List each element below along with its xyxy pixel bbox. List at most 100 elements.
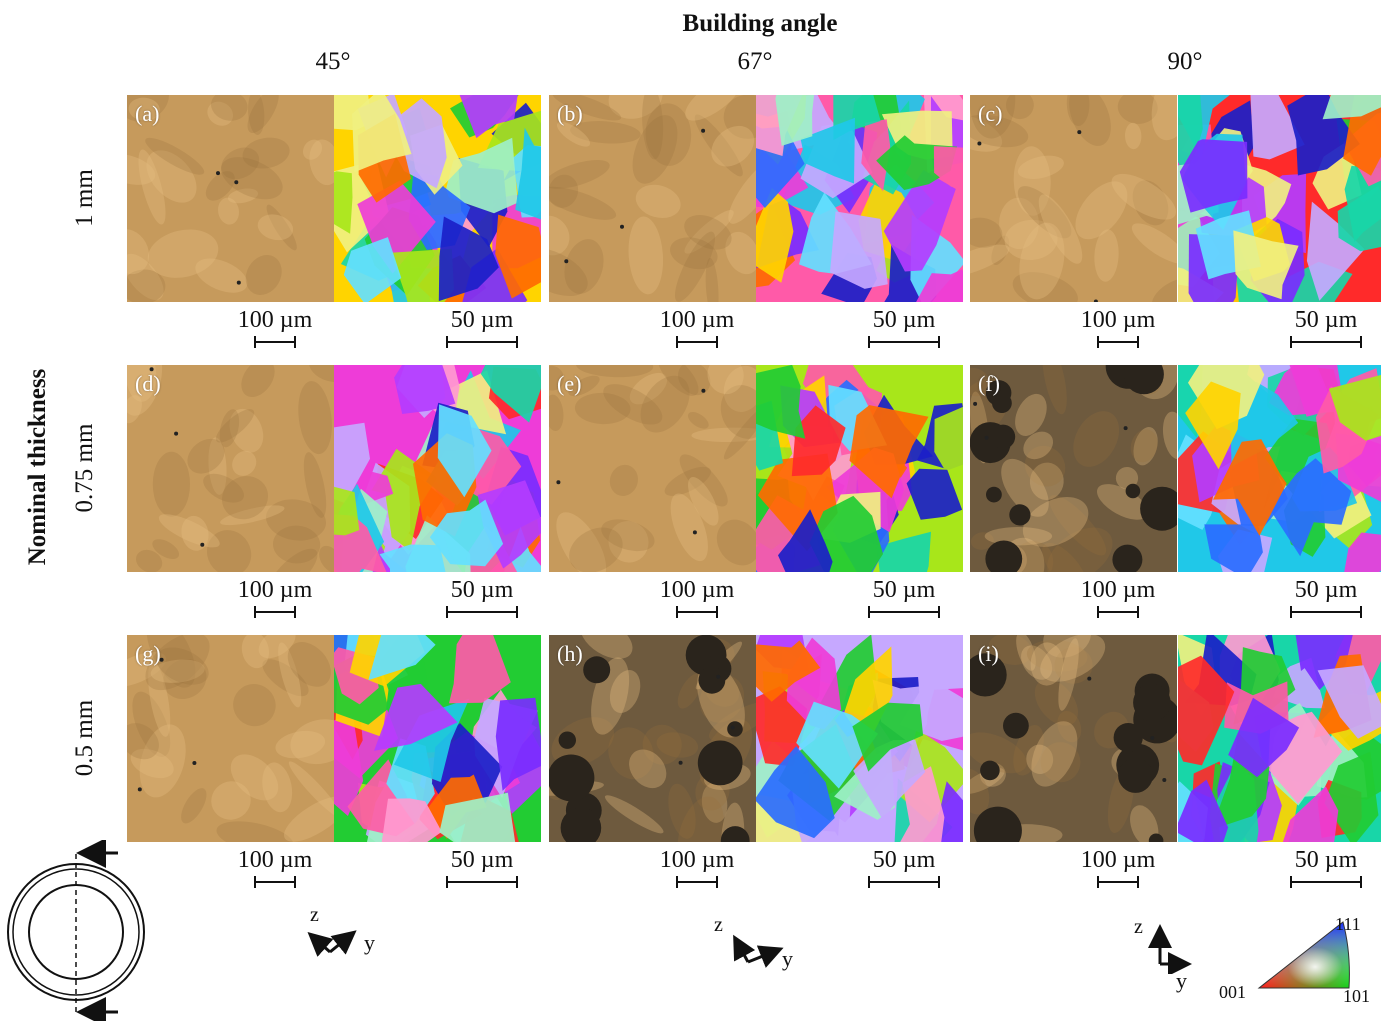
scale-bar-ebsd: 50 µm bbox=[1283, 847, 1369, 888]
ipf-color-key: 111 001 101 bbox=[1215, 912, 1381, 1012]
axis-z-label-90: z bbox=[1134, 916, 1143, 939]
axis-z-label-67: z bbox=[714, 914, 723, 937]
axis-y-label-90: y bbox=[1176, 968, 1187, 994]
ebsd-map-f bbox=[1178, 365, 1381, 572]
axis-y-label-45: y bbox=[364, 930, 375, 956]
scale-bar-line bbox=[1097, 336, 1139, 348]
ebsd-map-b bbox=[756, 95, 963, 302]
scale-bar-label: 100 µm bbox=[227, 847, 323, 874]
orientation-axes-67: z y bbox=[712, 912, 812, 972]
scale-bar-line bbox=[1290, 336, 1362, 348]
scale-bar-line bbox=[676, 606, 718, 618]
scale-bar-line bbox=[868, 606, 940, 618]
ebsd-map-i bbox=[1178, 635, 1381, 842]
scale-bar-line bbox=[446, 606, 518, 618]
ipf-label-111: 111 bbox=[1335, 914, 1361, 935]
scale-bar-optical: 100 µm bbox=[649, 577, 745, 618]
scale-bar-optical: 100 µm bbox=[649, 847, 745, 888]
panel-label: (f) bbox=[978, 371, 1000, 397]
ipf-label-101: 101 bbox=[1343, 986, 1370, 1007]
ebsd-map-a bbox=[334, 95, 541, 302]
scale-bar-label: 100 µm bbox=[1070, 847, 1166, 874]
row-header-075mm: 0.75 mm bbox=[71, 424, 99, 513]
scale-bar-ebsd: 50 µm bbox=[1283, 307, 1369, 348]
scale-bar-line bbox=[254, 606, 296, 618]
panel-label: (b) bbox=[557, 101, 583, 127]
ebsd-map-e bbox=[756, 365, 963, 572]
scale-bar-label: 50 µm bbox=[861, 307, 947, 334]
scale-bar-label: 100 µm bbox=[649, 577, 745, 604]
scale-bar-label: 100 µm bbox=[649, 307, 745, 334]
scale-bar-label: 50 µm bbox=[1283, 577, 1369, 604]
scale-bar-label: 100 µm bbox=[227, 577, 323, 604]
optical-micrograph-a: (a) bbox=[127, 95, 334, 302]
row-header-05mm: 0.5 mm bbox=[71, 700, 99, 776]
scale-bar-label: 50 µm bbox=[439, 577, 525, 604]
scale-bar-label: 50 µm bbox=[861, 577, 947, 604]
tube-cross-section-diagram bbox=[0, 840, 160, 1021]
scale-bar-optical: 100 µm bbox=[227, 577, 323, 618]
orientation-axes-45: z y bbox=[300, 902, 390, 962]
ebsd-map-d bbox=[334, 365, 541, 572]
scale-bar-label: 100 µm bbox=[649, 847, 745, 874]
scale-bar-line bbox=[254, 336, 296, 348]
scale-bar-line bbox=[676, 336, 718, 348]
scale-bar-line bbox=[868, 336, 940, 348]
orientation-axes-90: z y bbox=[1130, 914, 1200, 994]
scale-bar-label: 50 µm bbox=[861, 847, 947, 874]
scale-bar-line bbox=[676, 876, 718, 888]
scale-bar-line bbox=[446, 336, 518, 348]
figure-title: Building angle bbox=[0, 10, 1381, 38]
ebsd-map-g bbox=[334, 635, 541, 842]
scale-bar-ebsd: 50 µm bbox=[861, 577, 947, 618]
panel-label: (a) bbox=[135, 101, 159, 127]
scale-bar-label: 50 µm bbox=[1283, 307, 1369, 334]
panel-label: (i) bbox=[978, 641, 999, 667]
column-header-45: 45° bbox=[316, 48, 351, 76]
scale-bar-optical: 100 µm bbox=[649, 307, 745, 348]
axis-y-label-67: y bbox=[782, 946, 793, 972]
panel-label: (c) bbox=[978, 101, 1002, 127]
scale-bar-ebsd: 50 µm bbox=[1283, 577, 1369, 618]
scale-bar-optical: 100 µm bbox=[227, 307, 323, 348]
scale-bar-ebsd: 50 µm bbox=[861, 847, 947, 888]
scale-bar-label: 50 µm bbox=[1283, 847, 1369, 874]
scale-bar-line bbox=[1097, 876, 1139, 888]
scale-bar-optical: 100 µm bbox=[1070, 577, 1166, 618]
scale-bar-optical: 100 µm bbox=[227, 847, 323, 888]
scale-bar-label: 100 µm bbox=[1070, 307, 1166, 334]
scale-bar-line bbox=[1290, 606, 1362, 618]
scale-bar-ebsd: 50 µm bbox=[439, 847, 525, 888]
scale-bar-line bbox=[868, 876, 940, 888]
column-header-67: 67° bbox=[738, 48, 773, 76]
panel-label: (e) bbox=[557, 371, 581, 397]
axis-z-label-45: z bbox=[310, 904, 319, 927]
scale-bar-optical: 100 µm bbox=[1070, 307, 1166, 348]
column-header-90: 90° bbox=[1168, 48, 1203, 76]
scale-bar-label: 50 µm bbox=[439, 847, 525, 874]
scale-bar-label: 100 µm bbox=[227, 307, 323, 334]
panel-label: (h) bbox=[557, 641, 583, 667]
optical-micrograph-d: (d) bbox=[127, 365, 334, 572]
optical-micrograph-c: (c) bbox=[970, 95, 1177, 302]
row-axis-title: Nominal thickness bbox=[24, 369, 52, 566]
scale-bar-line bbox=[254, 876, 296, 888]
scale-bar-label: 100 µm bbox=[1070, 577, 1166, 604]
optical-micrograph-f: (f) bbox=[970, 365, 1177, 572]
scale-bar-optical: 100 µm bbox=[1070, 847, 1166, 888]
optical-micrograph-h: (h) bbox=[549, 635, 756, 842]
row-header-1mm: 1 mm bbox=[71, 169, 99, 227]
ebsd-map-c bbox=[1178, 95, 1381, 302]
optical-micrograph-i: (i) bbox=[970, 635, 1177, 842]
scale-bar-ebsd: 50 µm bbox=[861, 307, 947, 348]
scale-bar-label: 50 µm bbox=[439, 307, 525, 334]
optical-micrograph-b: (b) bbox=[549, 95, 756, 302]
scale-bar-line bbox=[1290, 876, 1362, 888]
scale-bar-line bbox=[1097, 606, 1139, 618]
optical-micrograph-g: (g) bbox=[127, 635, 334, 842]
panel-label: (d) bbox=[135, 371, 161, 397]
ebsd-map-h bbox=[756, 635, 963, 842]
scale-bar-ebsd: 50 µm bbox=[439, 577, 525, 618]
optical-micrograph-e: (e) bbox=[549, 365, 756, 572]
scale-bar-line bbox=[446, 876, 518, 888]
